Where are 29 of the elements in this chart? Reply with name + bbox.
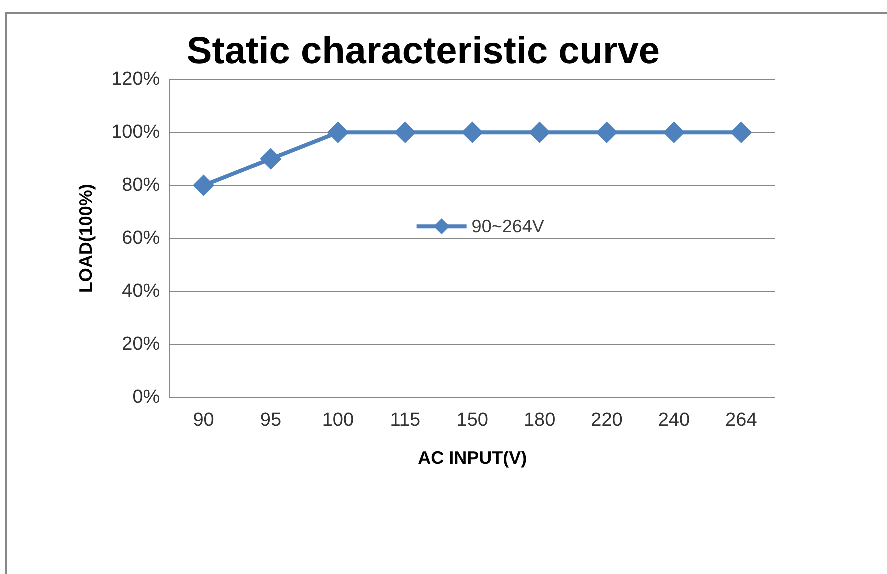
y-tick-label: 100% — [112, 122, 160, 143]
x-tick-label: 240 — [658, 410, 690, 432]
point — [260, 149, 281, 170]
point — [731, 122, 752, 143]
point — [328, 122, 348, 143]
x-tick-label: 264 — [726, 410, 758, 432]
x-tick-label: 95 — [260, 410, 282, 432]
x-tick-label: 180 — [524, 410, 556, 432]
point — [194, 176, 214, 196]
y-tick-label: 80% — [122, 174, 160, 196]
x-tick-label: 115 — [390, 410, 421, 432]
x-tick-label: 100 — [322, 410, 354, 432]
point — [664, 122, 684, 143]
y-tick-label: 20% — [122, 334, 160, 355]
point — [395, 122, 416, 143]
point — [530, 122, 550, 143]
point — [597, 122, 617, 143]
legend-label: 90~264V — [472, 216, 544, 237]
y-tick-label: 40% — [122, 280, 160, 302]
y-tick-label: 0% — [132, 386, 160, 408]
y-axis-title: LOAD(100%) — [76, 184, 96, 294]
chart-title: Static characteristic curve — [186, 30, 660, 72]
x-tick-label: 150 — [456, 410, 488, 432]
x-tick-label: 220 — [591, 410, 623, 432]
y-tick-label: 60% — [122, 228, 160, 249]
x-tick-label: 90 — [193, 410, 214, 432]
x-axis-title: AC INPUT(V) — [418, 448, 528, 468]
point — [462, 122, 483, 143]
y-tick-label: 120% — [112, 68, 160, 90]
